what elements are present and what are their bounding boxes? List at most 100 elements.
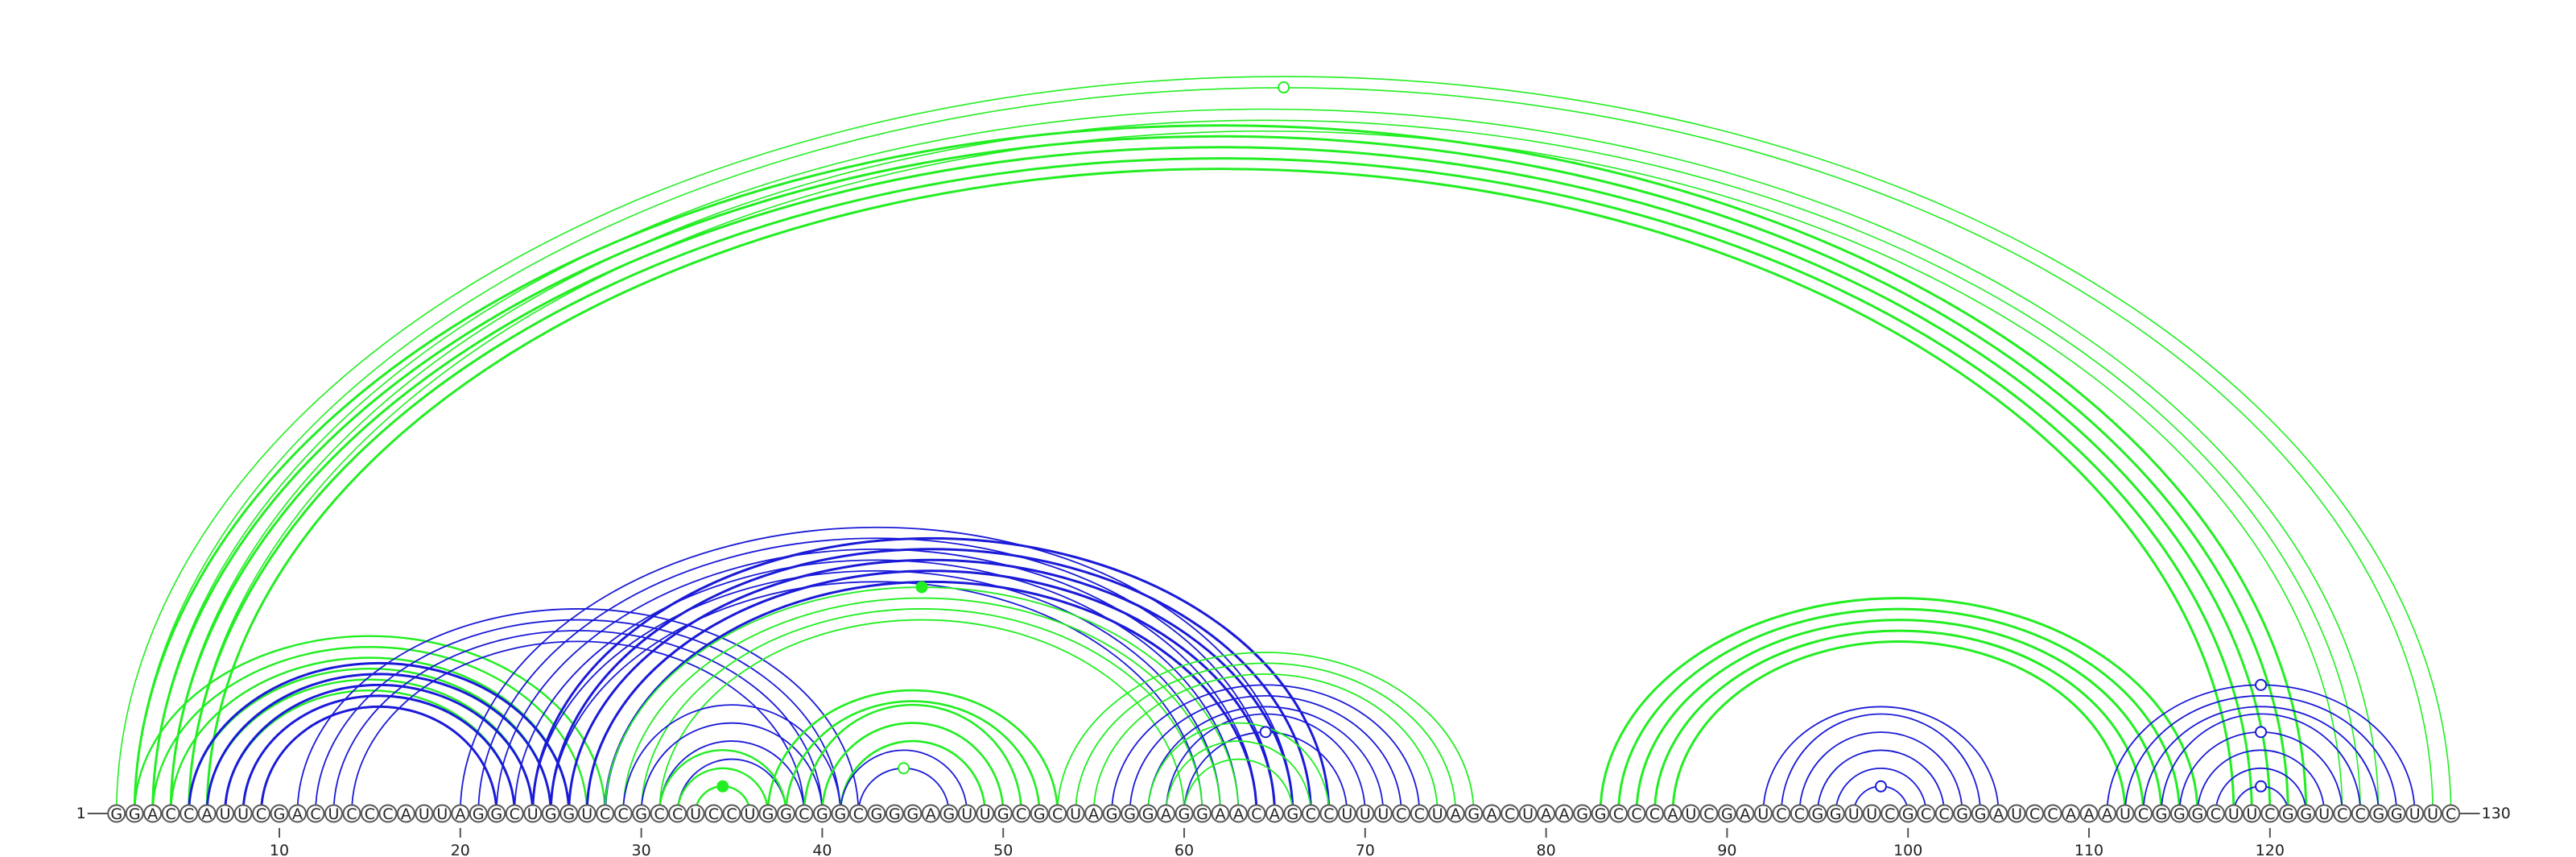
- arc-39-51: [803, 703, 1022, 814]
- arc-58-71: [1147, 706, 1385, 814]
- nucleotide-92: U: [1753, 804, 1773, 823]
- nucleotide-letter: A: [1667, 805, 1678, 823]
- arc-5-124: [188, 130, 2343, 814]
- nucleotide-circle: [2169, 804, 2189, 823]
- nucleotide-letter: C: [1631, 805, 1641, 823]
- nucleotide-circle: [957, 804, 976, 823]
- arc-1-130: [115, 76, 2452, 814]
- nucleotide-letter: C: [184, 805, 194, 823]
- arc-55-74: [1092, 673, 1439, 814]
- arc-marker-60-69: [1259, 726, 1272, 739]
- nucleotide-circle: [2062, 804, 2081, 823]
- nucleotide-12: C: [306, 804, 325, 823]
- nucleotide-70: U: [1356, 804, 1375, 823]
- tick-label-70: 70: [1356, 842, 1375, 857]
- arc-marker-115-124: [2255, 726, 2268, 739]
- tick-label-30: 30: [632, 842, 651, 857]
- arc-marker-97-100: [1875, 780, 1887, 793]
- nucleotide-circle: [686, 804, 705, 823]
- nucleotide-60: G: [1174, 804, 1194, 823]
- nucleotide-letter: U: [1360, 805, 1371, 823]
- nucleotide-34: C: [704, 804, 724, 823]
- nucleotide-119: U: [2242, 804, 2261, 823]
- nucleotide-circle: [143, 804, 163, 823]
- nucleotide-44: G: [885, 804, 904, 823]
- nucleotide-letter: C: [1052, 805, 1063, 823]
- nucleotide-circle: [306, 804, 325, 823]
- arc-marker-33-36: [716, 780, 729, 793]
- nucleotide-letter: U: [745, 805, 756, 823]
- nucleotide-letter: G: [563, 805, 575, 823]
- nucleotide-circle: [722, 804, 741, 823]
- arc-27-65: [585, 569, 1276, 814]
- nucleotide-letter: A: [1541, 805, 1551, 823]
- nucleotide-letter: G: [1956, 805, 1968, 823]
- nucleotide-circle: [2314, 804, 2334, 823]
- nucleotide-39: C: [795, 804, 814, 823]
- nucleotide-letter: G: [1811, 805, 1823, 823]
- nucleotide-letter: C: [1703, 805, 1714, 823]
- nucleotide-86: C: [1645, 804, 1664, 823]
- nucleotide-circle: [1373, 804, 1393, 823]
- nucleotide-circle: [939, 804, 959, 823]
- nucleotide-letter: A: [926, 805, 936, 823]
- nucleotide-50: G: [993, 804, 1013, 823]
- nucleotide-letter: C: [1323, 805, 1334, 823]
- nucleotide-circle: [252, 804, 271, 823]
- nucleotide-6: A: [197, 804, 217, 823]
- nucleotide-circle: [1211, 804, 1230, 823]
- arc-95-102: [1816, 749, 1946, 814]
- nucleotide-circle: [559, 804, 579, 823]
- tick-label-110: 110: [2074, 842, 2103, 857]
- tick-label-20: 20: [451, 842, 470, 857]
- nucleotide-101: C: [1917, 804, 1936, 823]
- nucleotide-102: C: [1934, 804, 1954, 823]
- nucleotide-letter: C: [2138, 805, 2149, 823]
- nucleotide-letter: C: [1306, 805, 1316, 823]
- arc-84-115: [1617, 607, 2181, 814]
- arc-6-118: [205, 168, 2235, 814]
- nucleotide-letter: A: [1487, 805, 1497, 823]
- arc-83-116: [1599, 597, 2199, 814]
- nucleotide-57: G: [1121, 804, 1140, 823]
- arc-28-63: [604, 586, 1240, 814]
- nucleotide-59: A: [1157, 804, 1176, 823]
- nucleotide-63: A: [1228, 804, 1248, 823]
- nucleotide-51: C: [1012, 804, 1031, 823]
- arc-115-124: [2178, 731, 2343, 814]
- nucleotide-circle: [107, 804, 126, 823]
- nucleotide-54: U: [1066, 804, 1085, 823]
- nucleotide-circle: [1862, 804, 1881, 823]
- nucleotide-circle: [1392, 804, 1411, 823]
- tick-label-10: 10: [270, 842, 289, 857]
- nucleotide-52: G: [1030, 804, 1049, 823]
- nucleotide-circle: [1030, 804, 1049, 823]
- nucleotide-37: G: [758, 804, 778, 823]
- nucleotide-81: A: [1554, 804, 1574, 823]
- tick-label-100: 100: [1893, 842, 1922, 857]
- nucleotide-letter: U: [1866, 805, 1877, 823]
- nucleotide-2: G: [125, 804, 144, 823]
- nucleotide-circle: [233, 804, 253, 823]
- nucleotide-circle: [1410, 804, 1429, 823]
- nucleotide-circle: [1428, 804, 1447, 823]
- nucleotide-circle: [1609, 804, 1629, 823]
- arc-40-50: [821, 722, 1005, 814]
- nucleotide-circle: [1953, 804, 1972, 823]
- tick-label-50: 50: [993, 842, 1013, 857]
- nucleotide-circle: [1247, 804, 1266, 823]
- nucleotide-circle: [2387, 804, 2406, 823]
- nucleotide-circle: [432, 804, 452, 823]
- nucleotide-109: A: [2062, 804, 2081, 823]
- nucleotide-15: C: [360, 804, 379, 823]
- arc-25-61: [550, 581, 1203, 814]
- nucleotide-letter: U: [2228, 805, 2240, 823]
- nucleotide-circle: [848, 804, 868, 823]
- nucleotide-letter: G: [1721, 805, 1733, 823]
- nucleotide-letter: A: [2084, 805, 2095, 823]
- nucleotide-62: A: [1211, 804, 1230, 823]
- nucleotide-circle: [1193, 804, 1212, 823]
- nucleotide-letter: U: [2011, 805, 2022, 823]
- nucleotide-letter: G: [889, 805, 901, 823]
